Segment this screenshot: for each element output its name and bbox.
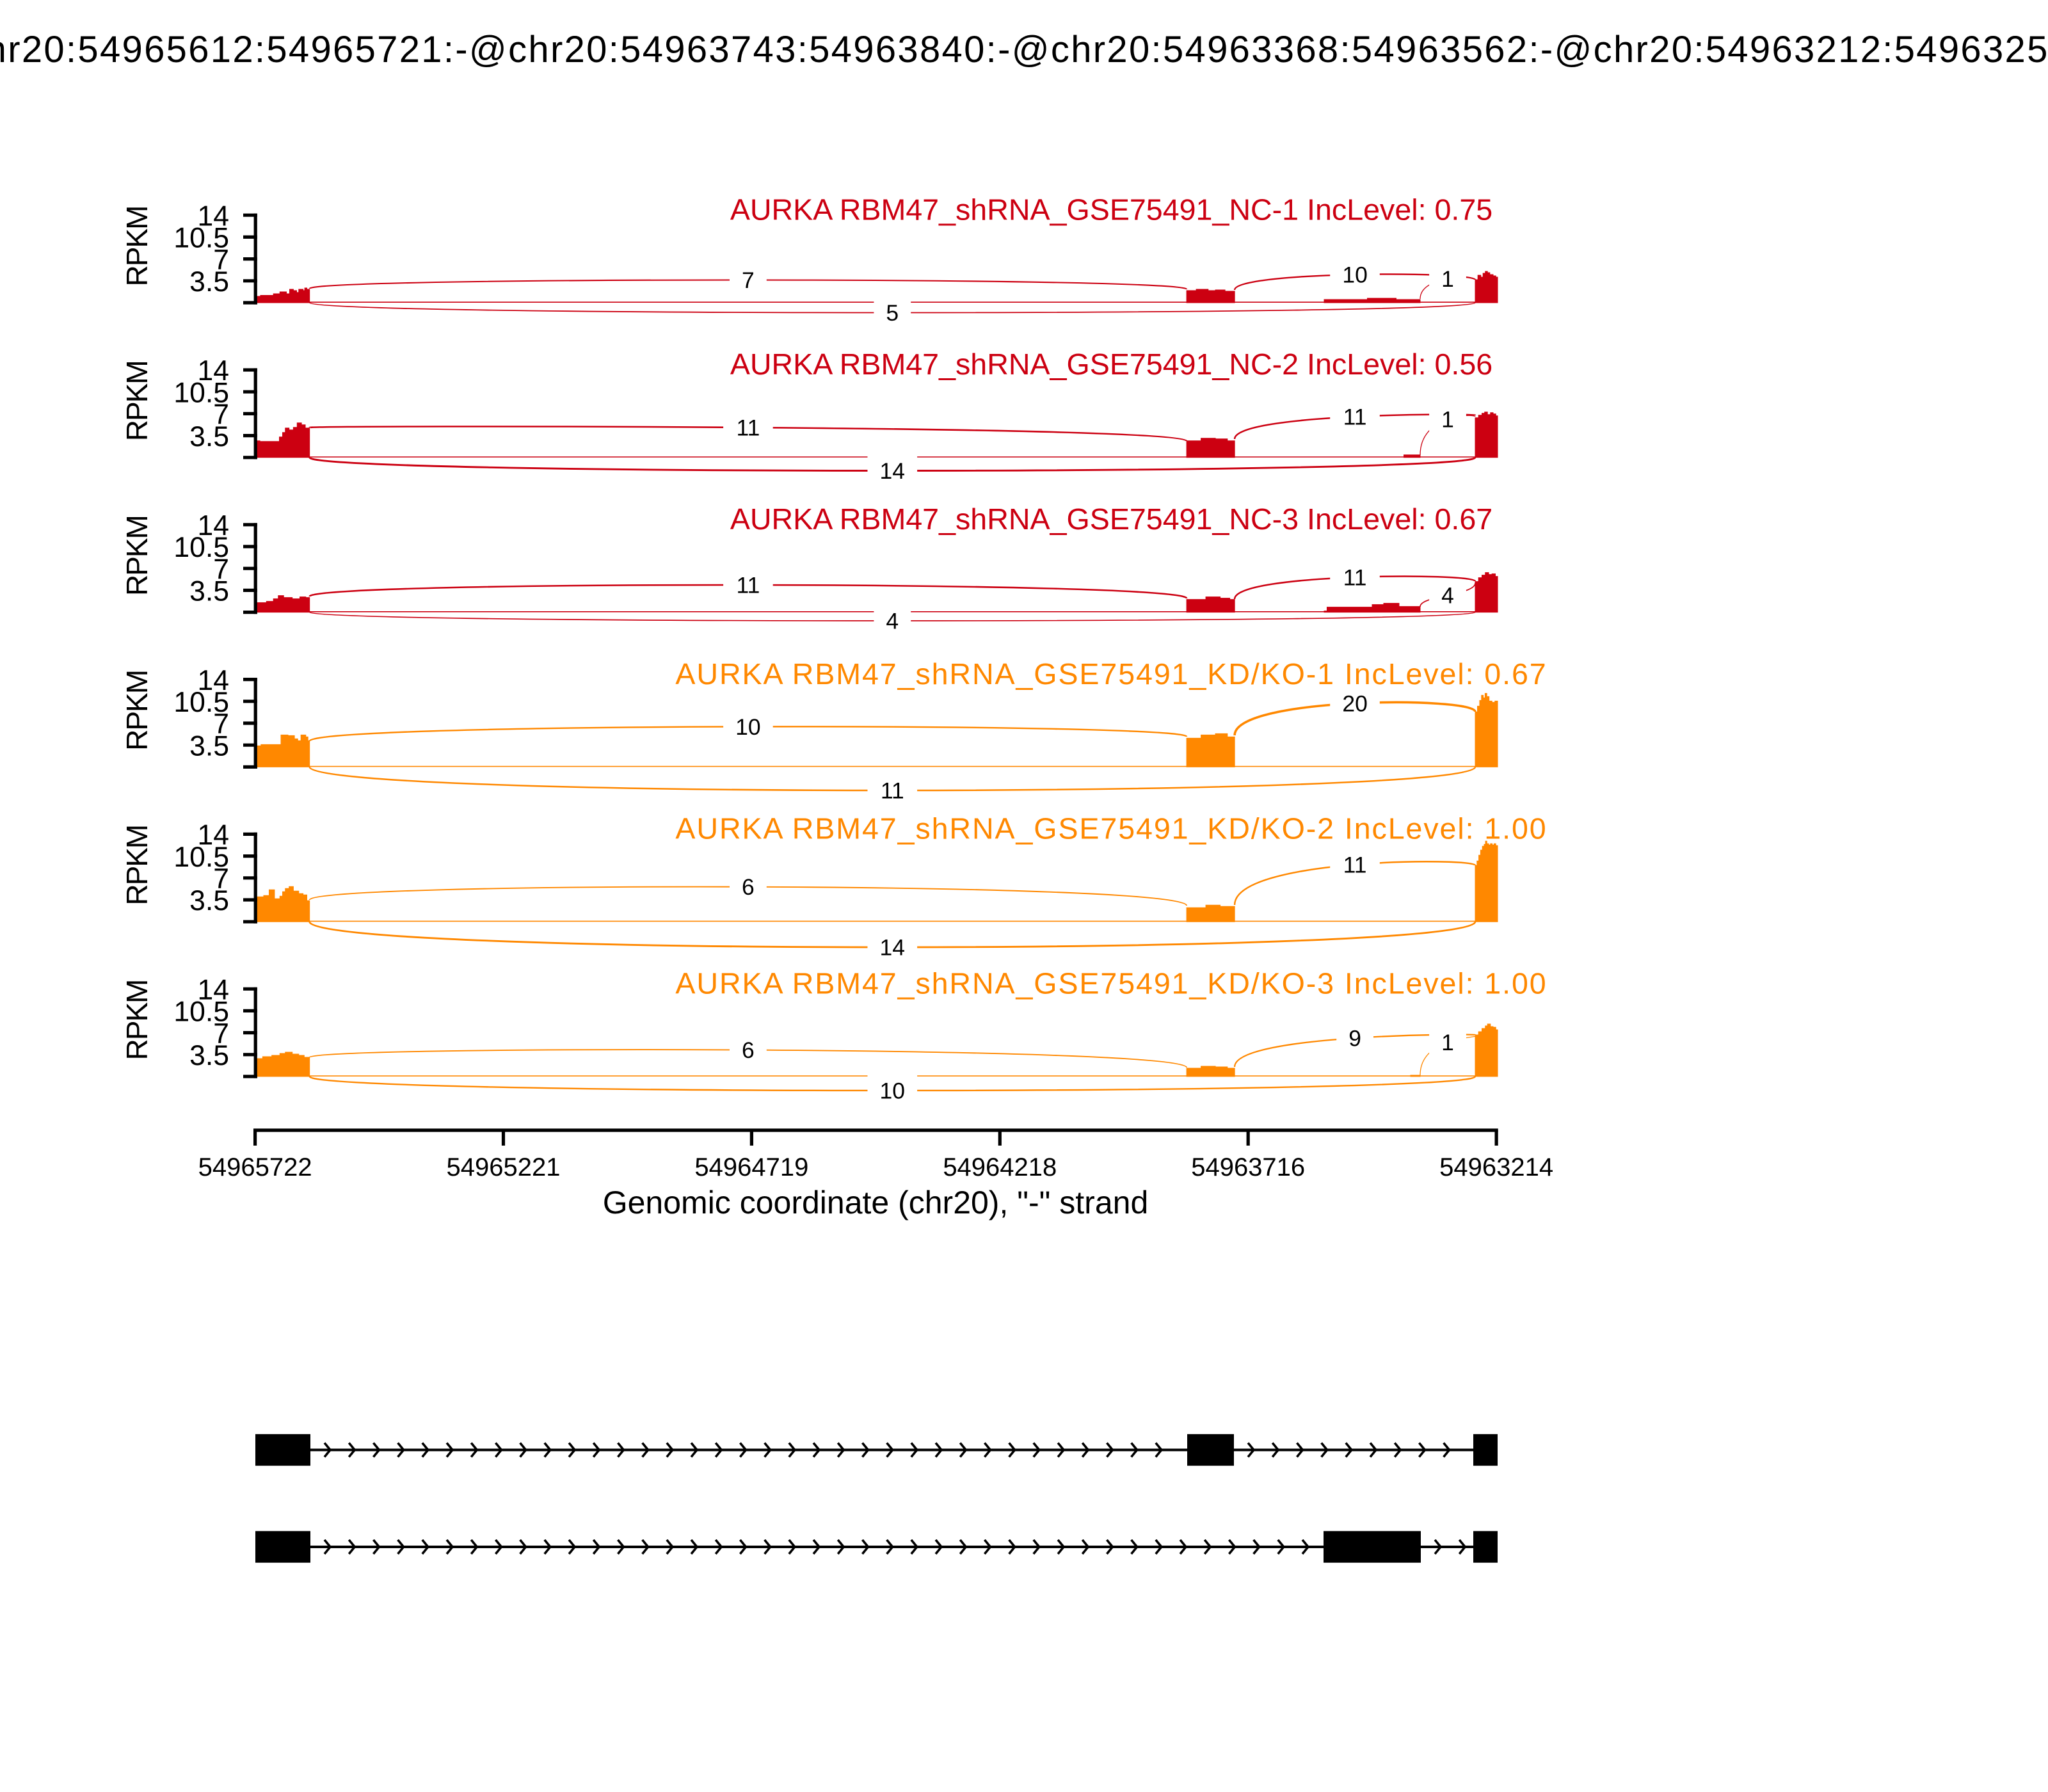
svg-text:3.5: 3.5 [189,1040,229,1071]
svg-text:3.5: 3.5 [189,421,229,452]
svg-text:7: 7 [213,1018,229,1050]
svg-text:10.5: 10.5 [173,687,229,718]
svg-text:20: 20 [1342,691,1368,717]
svg-text:54965221: 54965221 [447,1153,561,1181]
svg-text:3.5: 3.5 [189,266,229,298]
svg-text:14: 14 [198,200,230,232]
svg-text:6: 6 [742,1037,755,1063]
svg-text:11: 11 [1343,404,1367,430]
svg-text:3.5: 3.5 [189,885,229,916]
svg-text:54963214: 54963214 [1439,1153,1553,1181]
svg-text:chr20:54965612:54965721:-@chr2: chr20:54965612:54965721:-@chr20:54963743… [0,29,2048,70]
svg-text:RPKM: RPKM [120,207,154,287]
svg-text:7: 7 [213,708,229,740]
svg-text:Genomic coordinate (chr20), "-: Genomic coordinate (chr20), "-" strand [603,1185,1149,1220]
svg-text:14: 14 [880,935,906,961]
svg-text:14: 14 [198,974,230,1005]
svg-text:AURKA RBM47_shRNA_GSE75491_KD/: AURKA RBM47_shRNA_GSE75491_KD/KO-1 IncLe… [675,657,1547,691]
svg-text:7: 7 [213,399,229,431]
svg-text:10.5: 10.5 [173,842,229,873]
svg-text:10.5: 10.5 [173,223,229,254]
svg-text:11: 11 [1343,565,1367,591]
svg-text:10: 10 [1342,262,1368,288]
svg-text:9: 9 [1348,1026,1361,1052]
svg-text:10: 10 [880,1078,906,1104]
svg-text:11: 11 [736,415,760,441]
svg-text:14: 14 [198,665,230,696]
svg-text:1: 1 [1441,266,1454,292]
svg-text:11: 11 [736,573,760,598]
svg-text:14: 14 [880,458,906,484]
svg-text:10.5: 10.5 [173,377,229,408]
svg-text:10.5: 10.5 [173,996,229,1028]
svg-text:AURKA RBM47_shRNA_GSE75491_NC-: AURKA RBM47_shRNA_GSE75491_NC-3 IncLevel… [730,502,1492,536]
svg-text:AURKA RBM47_shRNA_GSE75491_KD/: AURKA RBM47_shRNA_GSE75491_KD/KO-2 IncLe… [675,812,1547,845]
svg-text:RPKM: RPKM [120,361,154,441]
svg-text:7: 7 [213,244,229,276]
svg-text:11: 11 [881,778,904,804]
svg-text:14: 14 [198,820,230,851]
svg-text:54964218: 54964218 [943,1153,1057,1181]
svg-text:10: 10 [735,714,761,740]
svg-text:54964719: 54964719 [694,1153,808,1181]
svg-text:11: 11 [1343,852,1367,878]
svg-text:14: 14 [198,510,230,541]
svg-text:7: 7 [742,268,755,293]
svg-text:AURKA RBM47_shRNA_GSE75491_NC-: AURKA RBM47_shRNA_GSE75491_NC-2 IncLevel… [730,348,1492,381]
svg-text:5: 5 [886,300,899,326]
svg-text:54963716: 54963716 [1191,1153,1305,1181]
svg-text:3.5: 3.5 [189,730,229,762]
svg-text:4: 4 [886,609,899,634]
svg-text:10.5: 10.5 [173,532,229,563]
svg-text:4: 4 [1441,583,1454,609]
svg-text:6: 6 [742,874,755,900]
svg-text:54965722: 54965722 [198,1153,312,1181]
svg-text:AURKA RBM47_shRNA_GSE75491_KD/: AURKA RBM47_shRNA_GSE75491_KD/KO-3 IncLe… [675,966,1547,1000]
svg-text:AURKA RBM47_shRNA_GSE75491_NC-: AURKA RBM47_shRNA_GSE75491_NC-1 IncLevel… [730,193,1492,226]
svg-text:3.5: 3.5 [189,576,229,607]
svg-text:7: 7 [213,554,229,585]
svg-text:14: 14 [198,355,230,387]
svg-text:RPKM: RPKM [120,980,154,1060]
svg-text:RPKM: RPKM [120,516,154,596]
svg-text:1: 1 [1441,407,1454,433]
svg-text:RPKM: RPKM [120,671,154,751]
svg-text:1: 1 [1441,1030,1454,1055]
svg-text:7: 7 [213,863,229,895]
svg-text:RPKM: RPKM [120,826,154,906]
